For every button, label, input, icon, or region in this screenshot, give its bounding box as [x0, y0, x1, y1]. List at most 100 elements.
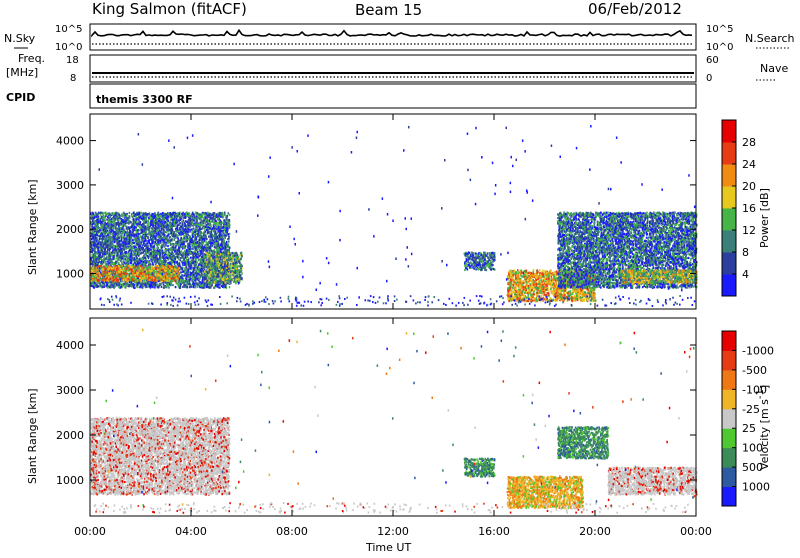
data-point — [205, 245, 207, 247]
data-point — [96, 228, 98, 230]
data-point — [128, 221, 130, 223]
data-point — [102, 241, 104, 243]
data-point — [157, 247, 159, 249]
data-point — [128, 253, 130, 255]
nsky-right-tick-top: 10^5 — [706, 24, 733, 35]
data-point — [143, 212, 145, 214]
data-point — [115, 226, 117, 228]
data-point — [152, 286, 154, 288]
data-point — [182, 214, 184, 216]
data-point — [195, 272, 197, 274]
data-point — [180, 241, 182, 243]
data-point — [186, 215, 188, 217]
data-point — [165, 263, 167, 265]
data-point — [208, 236, 210, 238]
data-point — [173, 233, 175, 235]
data-point — [110, 262, 112, 264]
data-point — [129, 227, 131, 229]
data-point — [207, 212, 209, 214]
data-point — [171, 284, 173, 286]
data-point — [193, 281, 195, 283]
data-point — [116, 237, 118, 239]
data-point — [187, 274, 189, 276]
data-point — [140, 249, 142, 251]
data-point — [203, 217, 205, 219]
data-point — [142, 223, 144, 225]
data-point — [114, 212, 116, 214]
data-point — [194, 251, 196, 253]
data-point — [99, 270, 101, 272]
data-point — [135, 253, 137, 255]
data-point — [142, 258, 144, 260]
data-point — [154, 213, 156, 215]
data-point — [113, 231, 115, 233]
data-point — [131, 285, 133, 287]
data-point — [136, 255, 138, 257]
data-point — [115, 257, 117, 259]
data-point — [144, 227, 146, 229]
data-point — [186, 266, 188, 268]
data-point — [211, 217, 213, 219]
data-point — [186, 278, 188, 280]
data-point — [195, 284, 197, 286]
data-point — [191, 231, 193, 233]
data-point — [193, 286, 195, 288]
data-point — [125, 254, 127, 256]
data-point — [212, 228, 214, 230]
data-point — [129, 273, 131, 275]
data-point — [201, 272, 203, 274]
data-point — [91, 247, 93, 249]
data-point — [216, 228, 218, 230]
data-point — [116, 228, 118, 230]
data-point — [122, 225, 124, 227]
data-point — [97, 218, 99, 220]
data-point — [176, 282, 178, 284]
data-point — [149, 248, 151, 250]
data-point — [213, 225, 215, 227]
freq-tick-top: 18 — [66, 55, 79, 66]
data-point — [211, 245, 213, 247]
data-point — [172, 284, 174, 286]
data-point — [189, 218, 191, 220]
data-point — [158, 250, 160, 252]
data-point — [162, 256, 164, 258]
data-point — [208, 228, 210, 230]
data-point — [196, 230, 198, 232]
data-point — [91, 238, 93, 240]
data-point — [140, 232, 142, 234]
data-point — [136, 231, 138, 233]
data-point — [118, 286, 120, 288]
data-point — [126, 226, 128, 228]
data-point — [224, 240, 226, 242]
data-point — [198, 245, 200, 247]
data-point — [168, 287, 170, 289]
data-point — [195, 242, 197, 244]
data-point — [228, 212, 230, 214]
data-point — [173, 249, 175, 251]
data-point — [135, 228, 137, 230]
data-point — [130, 221, 132, 223]
data-point — [203, 227, 205, 229]
data-point — [151, 260, 153, 262]
data-point — [171, 247, 173, 249]
data-point — [142, 239, 144, 241]
data-point — [129, 230, 131, 232]
data-point — [153, 245, 155, 247]
data-point — [166, 228, 168, 230]
data-point — [167, 221, 169, 223]
data-point — [229, 247, 231, 249]
data-point — [192, 213, 194, 215]
data-point — [188, 270, 190, 272]
data-point — [142, 248, 144, 250]
data-point — [204, 248, 206, 250]
data-point — [180, 259, 182, 261]
data-point — [184, 264, 186, 266]
data-point — [193, 220, 195, 222]
data-point — [182, 257, 184, 259]
data-point — [202, 241, 204, 243]
data-point — [226, 234, 228, 236]
data-point — [126, 222, 128, 224]
station-title: King Salmon (fitACF) — [92, 0, 247, 18]
data-point — [106, 253, 108, 255]
data-point — [218, 222, 220, 224]
